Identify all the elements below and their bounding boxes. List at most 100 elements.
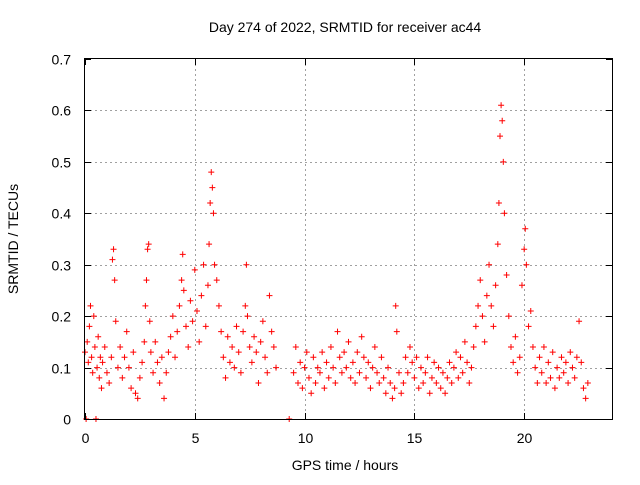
data-point (211, 261, 218, 268)
y-tick-label: 0.3 (52, 258, 72, 274)
data-point (569, 364, 576, 371)
data-point (110, 246, 117, 253)
x-tick-label: 10 (298, 430, 314, 446)
data-point (505, 313, 512, 320)
data-point (301, 364, 308, 371)
data-point (532, 364, 539, 371)
data-point (385, 364, 392, 371)
data-point (143, 277, 150, 284)
data-point (582, 395, 589, 402)
data-point (308, 390, 315, 397)
data-point (246, 344, 253, 350)
data-point (114, 364, 121, 371)
data-point (501, 210, 508, 217)
data-point (248, 359, 255, 366)
data-point (117, 344, 124, 350)
data-point (448, 380, 455, 386)
data-point (327, 344, 334, 350)
data-point (507, 344, 514, 350)
data-point (554, 364, 561, 371)
data-point (206, 241, 213, 248)
data-point (488, 302, 495, 309)
data-point (109, 256, 116, 263)
data-point (231, 364, 238, 371)
data-point (154, 359, 161, 366)
data-point (522, 225, 529, 232)
data-point (527, 308, 534, 314)
data-point (224, 333, 231, 340)
data-point (145, 241, 152, 248)
data-point (99, 359, 106, 366)
data-point (551, 385, 558, 392)
y-tick-label: 0.6 (52, 103, 72, 119)
data-point (536, 354, 543, 361)
data-point (578, 359, 585, 366)
data-point (132, 390, 139, 397)
data-point (89, 369, 96, 376)
data-point (374, 369, 381, 376)
data-point (312, 380, 319, 386)
data-point (88, 354, 95, 361)
data-point (475, 302, 482, 309)
data-point (538, 369, 545, 376)
data-point (178, 277, 185, 284)
data-point (233, 323, 240, 330)
data-point (242, 302, 249, 309)
data-point (376, 380, 383, 386)
data-point (380, 374, 387, 381)
data-point (270, 344, 277, 350)
data-point (180, 287, 187, 294)
data-point (444, 374, 451, 381)
plot-frame (84, 58, 613, 420)
data-point (310, 354, 317, 361)
data-point (483, 292, 490, 299)
data-point (567, 349, 574, 356)
data-point (213, 277, 220, 284)
data-point (139, 359, 146, 366)
data-point (338, 369, 345, 376)
data-point (97, 354, 104, 361)
data-point (543, 380, 550, 386)
data-point (500, 158, 507, 165)
x-tick-label: 15 (407, 430, 423, 446)
data-point (165, 349, 172, 356)
data-point (490, 323, 497, 330)
data-point (360, 354, 367, 361)
data-point (345, 338, 352, 345)
data-point (255, 380, 262, 386)
data-point (547, 374, 554, 381)
data-point (461, 338, 468, 345)
data-point (179, 251, 186, 258)
data-point (540, 344, 547, 350)
data-point (398, 390, 405, 397)
data-point (545, 359, 552, 366)
data-point (468, 364, 475, 371)
data-point (393, 328, 400, 335)
data-point (200, 261, 207, 268)
data-point (510, 359, 517, 366)
y-tick-label: 0 (63, 412, 71, 428)
data-point (367, 385, 374, 392)
data-point (243, 261, 250, 268)
data-point (481, 338, 488, 345)
grid-layer (85, 59, 612, 419)
data-point (369, 364, 376, 371)
data-point (264, 369, 271, 376)
data-point (556, 374, 563, 381)
data-point (152, 338, 159, 345)
data-point (90, 313, 97, 320)
data-point (562, 359, 569, 366)
x-tick-label: 20 (517, 430, 533, 446)
data-point (95, 333, 102, 340)
data-point (208, 169, 215, 176)
data-point (391, 385, 398, 392)
data-point (146, 318, 153, 325)
data-point (303, 349, 310, 356)
data-point (91, 344, 98, 350)
data-point (492, 282, 499, 289)
data-point (141, 338, 148, 345)
data-point (294, 380, 301, 386)
data-point (494, 241, 501, 248)
data-point (319, 349, 326, 356)
y-tick-label: 0.1 (52, 361, 72, 377)
